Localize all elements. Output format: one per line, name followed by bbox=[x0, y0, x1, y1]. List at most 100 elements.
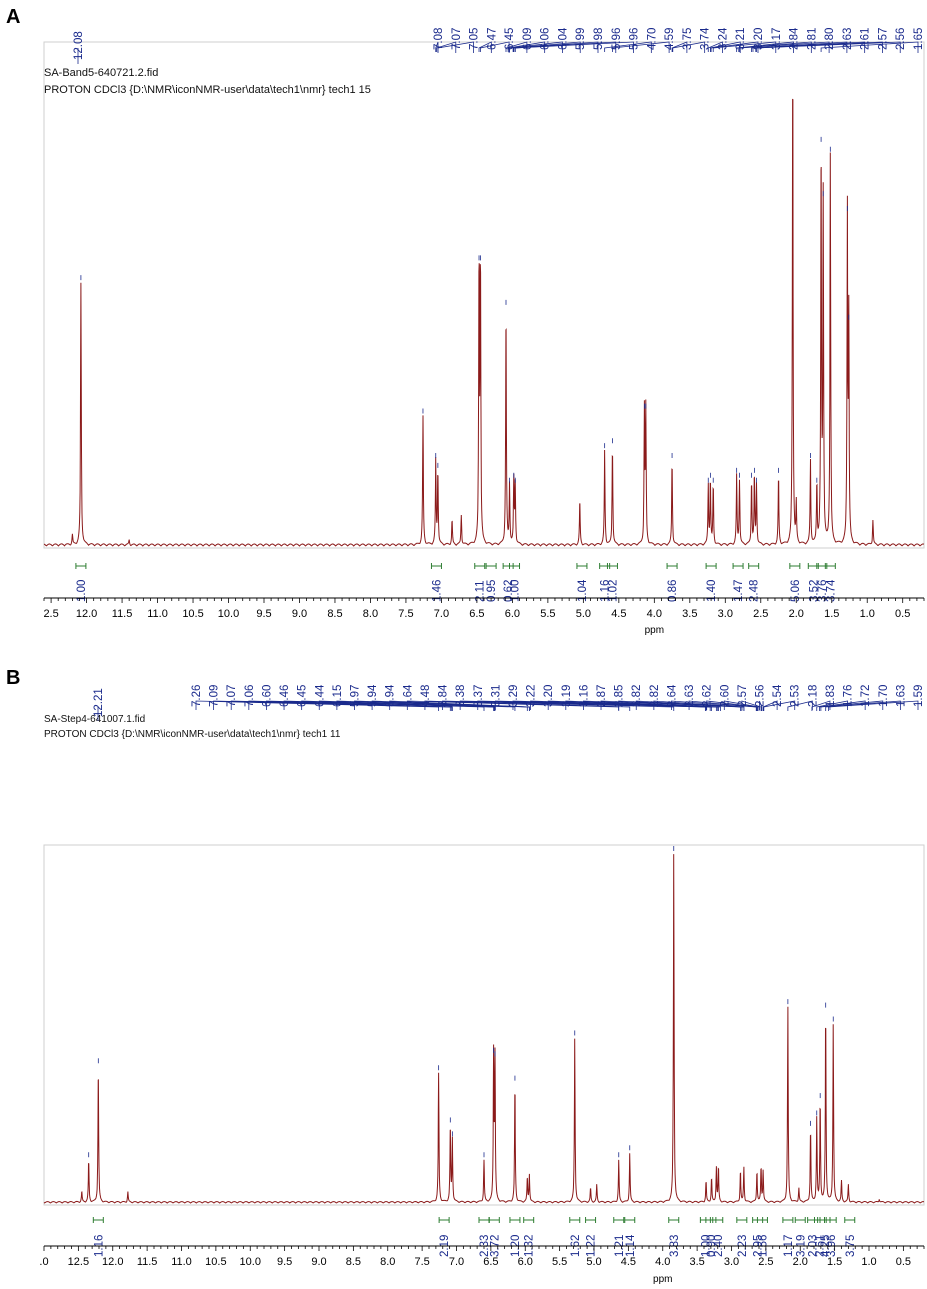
integral-label: 1.00 bbox=[510, 580, 522, 602]
peak-label: 7.08 bbox=[433, 28, 445, 50]
peak-label: 1.59 bbox=[913, 685, 925, 707]
peak-label-leader bbox=[478, 41, 492, 53]
peak-label: 12.21 bbox=[93, 688, 105, 717]
peak-label: 1.65 bbox=[913, 28, 925, 50]
peak-label-leader bbox=[756, 41, 901, 53]
x-tick-label: 6.5 bbox=[483, 1256, 498, 1268]
x-tick-label: 8.5 bbox=[327, 608, 342, 620]
x-tick-label: 3.5 bbox=[689, 1256, 704, 1268]
peak-label: 3.74 bbox=[700, 27, 712, 50]
x-tick-label: 10.0 bbox=[240, 1256, 261, 1268]
peak-label: 7.06 bbox=[244, 685, 256, 707]
peak-label: 3.20 bbox=[753, 28, 765, 50]
integral-label: 1.46 bbox=[431, 580, 443, 602]
peak-label: 12.08 bbox=[73, 31, 85, 60]
spectrum-panel-a: A SA-Band5-640721.2.fid PROTON CDCl3 {D:… bbox=[0, 0, 927, 640]
spectrum-trace bbox=[43, 854, 924, 1204]
x-tick-label: 9.5 bbox=[277, 1256, 292, 1268]
x-tick-label: 0.5 bbox=[895, 608, 910, 620]
x-tick-label: 1.5 bbox=[827, 1256, 842, 1268]
x-tick-label: 1.0 bbox=[861, 1256, 876, 1268]
peak-label: 2.60 bbox=[719, 685, 731, 707]
peak-label: 2.18 bbox=[807, 685, 819, 707]
integral-label: 1.00 bbox=[76, 580, 88, 602]
peak-label-leader bbox=[751, 41, 848, 53]
x-tick-label: 1.5 bbox=[824, 608, 839, 620]
peak-label-leader bbox=[436, 41, 457, 53]
peak-label-leader bbox=[706, 700, 759, 711]
x-tick-label: 12.0 bbox=[102, 1256, 123, 1268]
peak-label: 6.46 bbox=[279, 685, 291, 707]
fid-filename-a: SA-Band5-640721.2.fid bbox=[44, 67, 159, 79]
x-tick-label: 8.0 bbox=[363, 608, 378, 620]
fid-filename-b: SA-Step4-641007.1.fid bbox=[44, 714, 146, 725]
x-tick-label: 5.5 bbox=[552, 1256, 567, 1268]
x-tick-label: 9.5 bbox=[256, 608, 271, 620]
integral-label: 1.04 bbox=[577, 579, 589, 602]
peak-label-leader bbox=[437, 41, 474, 53]
spectrum-trace bbox=[43, 98, 925, 547]
x-tick-label: 5.0 bbox=[586, 1256, 601, 1268]
nmr-spectrum-b: 12.21 7.26 7.09 7.07 7.06 6.60 6.46 6.45 6.44 6.1… bbox=[39, 684, 925, 1285]
integral-label: 0.62 bbox=[503, 580, 515, 602]
panel-letter-a: A bbox=[6, 6, 21, 28]
integral-label: 2.48 bbox=[749, 580, 761, 602]
peak-label-leader bbox=[672, 41, 706, 53]
peak-label-leader bbox=[828, 700, 919, 711]
x-tick-label: 11.0 bbox=[171, 1256, 192, 1268]
peak-label: 3.16 bbox=[578, 685, 590, 707]
x-tick-label: 4.0 bbox=[647, 608, 662, 620]
peak-label: 5.98 bbox=[593, 28, 605, 50]
peak-label-leader bbox=[612, 41, 670, 53]
x-tick-label: 3.0 bbox=[724, 1256, 739, 1268]
x-tick-label: 2.5 bbox=[43, 608, 58, 620]
peak-label-leader bbox=[787, 700, 813, 711]
x-axis-label: ppm bbox=[645, 625, 664, 636]
peak-label: 2.54 bbox=[772, 684, 784, 707]
x-tick-label: 10.5 bbox=[182, 608, 203, 620]
peak-label: 3.75 bbox=[682, 28, 694, 50]
x-tick-label: 5.0 bbox=[576, 608, 591, 620]
peak-label: 5.99 bbox=[575, 28, 587, 50]
x-tick-label: 4.0 bbox=[655, 1256, 670, 1268]
peak-label: 6.04 bbox=[557, 27, 569, 50]
peak-label: 3.24 bbox=[717, 27, 729, 50]
integral-label: 3.52 bbox=[808, 580, 820, 602]
peak-label: 3.84 bbox=[438, 684, 450, 707]
peak-label: 3.21 bbox=[735, 28, 747, 50]
peak-label-leader bbox=[825, 700, 901, 711]
peak-label: 3.20 bbox=[543, 685, 555, 707]
peak-label-leader bbox=[738, 41, 812, 53]
peak-label: 2.64 bbox=[666, 684, 678, 707]
peak-label-leader bbox=[736, 41, 794, 53]
peak-label-leader bbox=[424, 700, 631, 711]
x-tick-label: 6.0 bbox=[518, 1256, 533, 1268]
peak-label: 7.07 bbox=[226, 685, 238, 707]
x-tick-label: 7.0 bbox=[434, 608, 449, 620]
peak-label: 2.82 bbox=[649, 685, 661, 707]
x-tick-label: 2.5 bbox=[758, 1256, 773, 1268]
x-tick-label: 12.5 bbox=[68, 1256, 89, 1268]
peak-label-leader bbox=[583, 700, 721, 711]
x-tick-label: 11.5 bbox=[112, 608, 133, 620]
peak-label: 2.82 bbox=[631, 685, 643, 707]
integral-label: 3.74 bbox=[825, 579, 837, 602]
peak-label: 5.94 bbox=[385, 684, 397, 707]
peak-label: 3.31 bbox=[490, 685, 502, 707]
x-tick-label: 3.5 bbox=[682, 608, 697, 620]
x-tick-label: 7.5 bbox=[398, 608, 413, 620]
x-tick-label: 9.0 bbox=[292, 608, 307, 620]
peak-label: 5.96 bbox=[611, 28, 623, 50]
experiment-info-a: PROTON CDCl3 {D:\NMR\iconNMR-user\data\t… bbox=[44, 84, 371, 96]
peak-label: 4.59 bbox=[664, 28, 676, 50]
peak-label-leader bbox=[604, 41, 652, 53]
peak-label-leader bbox=[671, 41, 688, 53]
peak-label: 6.47 bbox=[486, 28, 498, 50]
integral-label: 2.11 bbox=[475, 580, 487, 602]
peak-label: 2.56 bbox=[755, 685, 767, 707]
peak-label-leader bbox=[514, 41, 634, 53]
x-tick-label: 5.5 bbox=[540, 608, 555, 620]
integral-label: 1.02 bbox=[607, 580, 619, 602]
peak-label-leader bbox=[442, 700, 675, 711]
integral-label: 1.40 bbox=[706, 580, 718, 602]
